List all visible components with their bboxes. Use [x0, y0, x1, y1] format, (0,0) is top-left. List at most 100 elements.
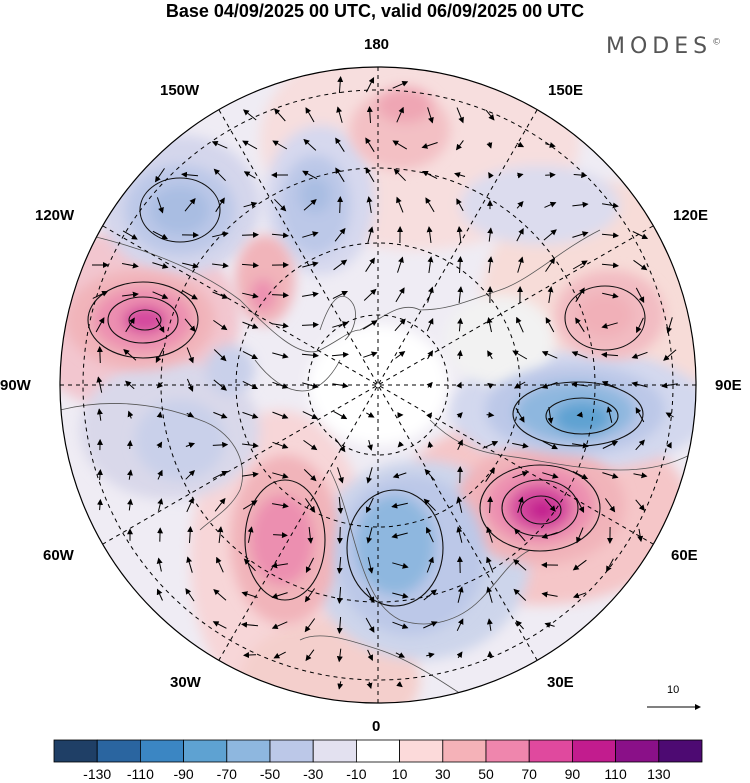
wind-vector: [633, 259, 648, 271]
wind-vector: [272, 140, 288, 150]
wind-vector: [336, 556, 343, 574]
wind-vector: [517, 256, 524, 273]
wind-vector: [665, 412, 674, 419]
colorbar-tick-label: -130: [83, 766, 112, 782]
wind-vector: [632, 231, 649, 240]
wind-vector: [304, 498, 316, 513]
wind-vector: [97, 498, 103, 511]
colorbar-tick-label: 110: [604, 766, 627, 782]
wind-vector: [242, 411, 259, 419]
lon-label-120e: 120E: [673, 207, 709, 224]
anomaly-pos-westsiberia-core: [528, 500, 556, 520]
wind-vector: [301, 321, 319, 328]
wind-vector: [544, 201, 557, 208]
latitude-circle-50: [82, 89, 674, 681]
coastline-north-america-asia: [91, 229, 601, 353]
wind-vector: [423, 621, 438, 629]
wind-vector: [304, 588, 316, 603]
wind-vector: [271, 592, 288, 599]
anomaly-neg-siberia-core: [554, 402, 610, 434]
wind-vector: [96, 408, 103, 421]
colorbar-swatch: [399, 739, 444, 763]
wind-vector: [271, 621, 288, 629]
map-boundary: [59, 66, 697, 704]
lon-label-60e: 60E: [671, 547, 698, 564]
wind-vector: [423, 589, 437, 601]
wind-vector: [456, 140, 464, 151]
wind-vector: [635, 439, 645, 451]
wind-vector: [485, 109, 495, 121]
lon-label-60w: 60W: [43, 547, 74, 564]
wind-vector: [305, 107, 315, 123]
contour-wsib-2: [501, 479, 579, 537]
wind-vector: [336, 586, 343, 604]
wind-vector: [635, 407, 645, 423]
wind-vector: [212, 441, 229, 448]
wind-vector: [242, 350, 258, 360]
anomaly-field: [60, 67, 696, 703]
wind-vector: [396, 681, 403, 688]
wind-vector: [274, 198, 287, 212]
wind-vector: [542, 440, 558, 450]
wind-vector: [186, 556, 193, 573]
wind-vector: [366, 467, 373, 484]
wind-vector: [247, 526, 254, 543]
reference-vector-label: 10: [667, 684, 680, 696]
wind-vector: [572, 201, 589, 208]
colorbar-swatch: [485, 739, 530, 763]
wind-vector: [487, 227, 494, 242]
wind-vector: [307, 527, 314, 544]
anomaly-neg-hudson-core: [205, 345, 255, 395]
wind-vector: [334, 227, 346, 242]
wind-vector: [335, 167, 345, 183]
wind-vector: [182, 290, 198, 300]
wind-vector: [214, 497, 226, 512]
wind-vector: [636, 317, 644, 334]
wind-vector: [487, 350, 493, 360]
colorbar-tick-label: 70: [521, 766, 537, 782]
wind-vector: [182, 262, 199, 269]
wind-vector: [185, 442, 196, 449]
wind-vector: [336, 648, 343, 663]
colorbar-swatch: [269, 739, 314, 763]
wind-vector: [487, 256, 494, 273]
wind-vector: [125, 317, 135, 333]
wind-vector: [572, 260, 588, 270]
wind-vector: [602, 440, 619, 449]
wind-vector: [187, 526, 194, 544]
wind-vector: [185, 588, 195, 602]
wind-vector: [272, 502, 289, 509]
wind-vector: [272, 441, 289, 449]
wind-vector: [631, 381, 648, 388]
wind-vector: [515, 620, 524, 630]
wind-vector: [633, 472, 648, 479]
wind-vector: [302, 170, 318, 180]
wind-vector: [635, 499, 645, 511]
wind-vector: [395, 350, 406, 359]
wind-vector: [152, 291, 169, 299]
colorbar-swatch: [183, 739, 228, 763]
wind-vector: [392, 472, 407, 479]
wind-vector: [456, 526, 463, 543]
wind-vector: [305, 649, 315, 662]
wind-vector: [241, 231, 259, 238]
wind-vector: [486, 586, 493, 603]
wind-vector: [601, 381, 618, 389]
wind-vector: [156, 588, 163, 601]
wind-vector: [456, 226, 463, 244]
wind-vector: [303, 439, 318, 451]
colorbar-tick-label: -10: [346, 766, 367, 782]
wind-vector: [95, 317, 105, 333]
wind-vector: [213, 349, 227, 362]
wind-vector: [152, 262, 169, 269]
wind-vector: [543, 229, 557, 241]
wind-vector: [457, 439, 463, 451]
coastline-hudson: [254, 359, 341, 392]
wind-vector: [396, 196, 404, 213]
wind-vector: [457, 256, 464, 274]
wind-vector: [392, 592, 409, 599]
wind-vector: [212, 291, 229, 299]
wind-vector: [212, 262, 229, 269]
wind-vector: [156, 411, 163, 418]
wind-vector: [457, 317, 464, 332]
